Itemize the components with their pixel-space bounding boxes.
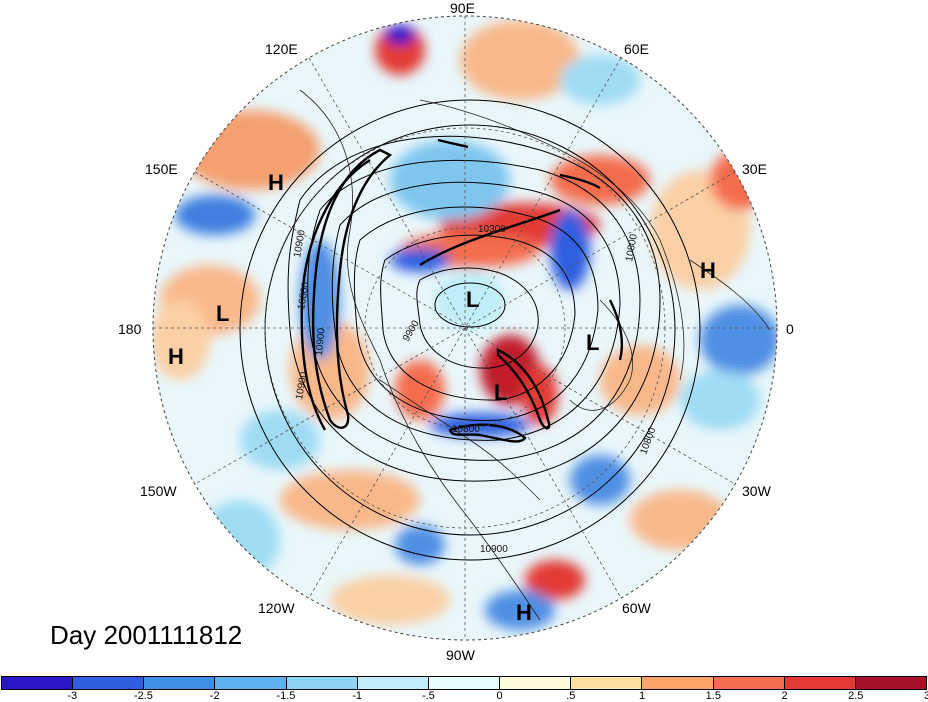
- map-boundary: [152, 15, 778, 641]
- colorbar-tick-label: .5: [566, 690, 576, 702]
- contour-label: 10900: [480, 544, 508, 555]
- lon-label-120w: 120W: [258, 600, 295, 616]
- lon-label-180: 180: [118, 321, 142, 337]
- colorbar-box: [500, 677, 572, 689]
- colorbar-box: [855, 677, 927, 689]
- lon-label-90w: 90W: [446, 647, 476, 663]
- contour-label: 10800: [296, 281, 312, 311]
- high-pressure-marker: H: [268, 170, 284, 195]
- high-pressure-marker: H: [516, 600, 532, 625]
- anomaly-field: [153, 16, 777, 640]
- low-pressure-marker: L: [494, 380, 507, 405]
- low-pressure-marker: L: [466, 287, 479, 312]
- jet-contours: [300, 138, 624, 443]
- lon-label-30w: 30W: [742, 483, 772, 499]
- colorbar-box: [215, 677, 287, 689]
- colorbar-box: [642, 677, 714, 689]
- lon-label-0: 0: [786, 321, 794, 337]
- lon-label-30e: 30E: [742, 161, 767, 177]
- colorbar-box: [713, 677, 785, 689]
- colorbar-tick-label: 1.5: [705, 690, 721, 702]
- low-pressure-marker: L: [586, 330, 599, 355]
- colorbar-tick-label: 0: [496, 690, 503, 702]
- high-pressure-marker: H: [168, 344, 184, 369]
- colorbar-tick-label: -1.5: [276, 690, 296, 702]
- lon-label-120e: 120E: [265, 41, 298, 57]
- height-contours: [239, 99, 701, 561]
- colorbar-tick-label: -2.5: [133, 690, 153, 702]
- colorbar-box: [2, 677, 74, 689]
- colorbar-tick-label: 2: [781, 690, 788, 702]
- colorbar-box: [286, 677, 358, 689]
- colorbar: [1, 676, 927, 690]
- colorbar-tick-label: -1: [352, 690, 363, 702]
- longitude-labels: 90E 60E 30E 0 30W 60W 90W 120W 150W 180 …: [118, 0, 794, 663]
- graticule: [153, 16, 777, 640]
- colorbar-tick-label: 3: [923, 690, 928, 702]
- map-title: Day 2001111812: [50, 620, 243, 650]
- lon-label-150e: 150E: [145, 161, 178, 177]
- low-pressure-marker: L: [216, 301, 229, 326]
- colorbar-tick-label: -2: [209, 690, 220, 702]
- lon-label-90e: 90E: [450, 0, 475, 16]
- colorbar-tick-label: 1: [639, 690, 646, 702]
- lon-label-150w: 150W: [140, 483, 177, 499]
- contour-label: 10900: [294, 371, 310, 401]
- lon-label-60e: 60E: [624, 41, 649, 57]
- colorbar-box: [144, 677, 216, 689]
- colorbar-box: [73, 677, 145, 689]
- colorbar-box: [428, 677, 501, 689]
- colorbar-box: [784, 677, 856, 689]
- contour-label: 10300: [478, 224, 506, 235]
- colorbar-tick-label: -3: [67, 690, 78, 702]
- pressure-markers: H H H H L L L L: [168, 170, 716, 625]
- colorbar-box: [571, 677, 643, 689]
- colorbar-box: [357, 677, 429, 689]
- contour-label: 10800: [624, 233, 640, 263]
- high-pressure-marker: H: [700, 258, 716, 283]
- colorbar-tick-label: -.5: [421, 690, 435, 702]
- contour-label: 10800: [452, 424, 480, 435]
- contour-label: 10900: [314, 327, 327, 356]
- colorbar-tick-label: 2.5: [848, 690, 864, 702]
- contour-label: 10900: [292, 229, 308, 259]
- lon-label-60w: 60W: [622, 600, 652, 616]
